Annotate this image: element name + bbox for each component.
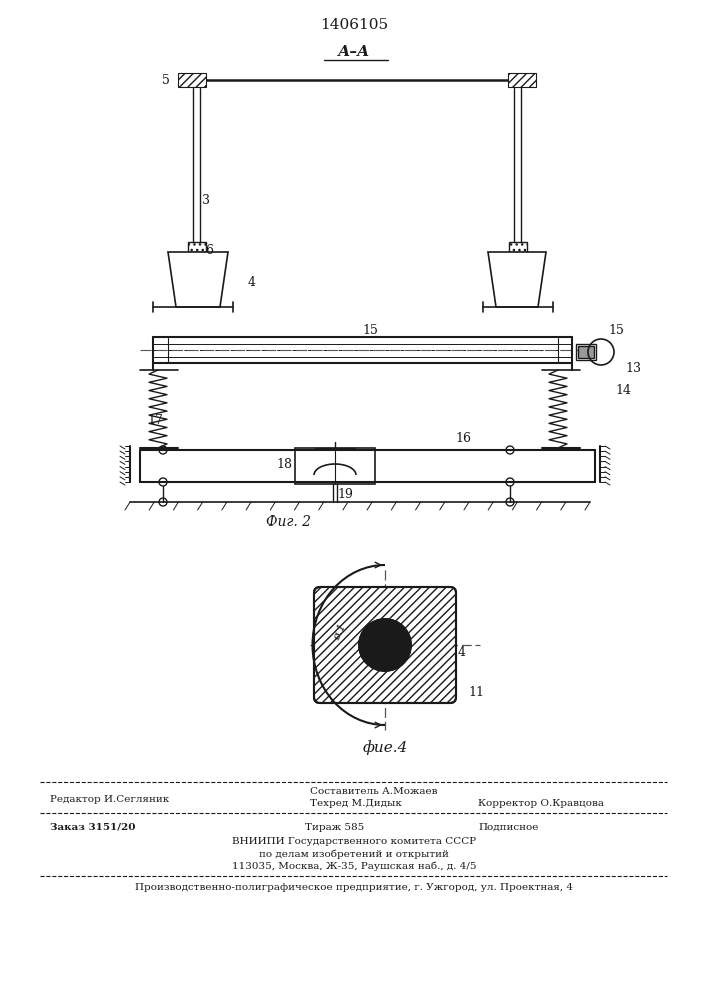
Text: Корректор О.Кравцова: Корректор О.Кравцова [478, 800, 604, 808]
Text: 18: 18 [276, 458, 292, 472]
Bar [578, 346, 594, 358]
Text: 16: 16 [455, 432, 471, 444]
Polygon shape [168, 252, 228, 307]
Text: 6: 6 [205, 243, 213, 256]
Circle shape [359, 619, 411, 671]
Text: А–А: А–А [338, 45, 370, 59]
Text: 5: 5 [162, 75, 170, 88]
Text: Заказ 3151/20: Заказ 3151/20 [50, 822, 136, 832]
Text: 113035, Москва, Ж-35, Раушская наб., д. 4/5: 113035, Москва, Ж-35, Раушская наб., д. … [232, 861, 477, 871]
Text: 11: 11 [468, 686, 484, 698]
Circle shape [359, 619, 411, 671]
Text: ø.1: ø.1 [332, 622, 348, 642]
Text: по делам изобретений и открытий: по делам изобретений и открытий [259, 849, 449, 859]
Text: Фиг. 2: Фиг. 2 [266, 515, 310, 529]
Bar [188, 242, 206, 252]
Text: 1406105: 1406105 [320, 18, 388, 32]
Text: ВНИИПИ Государственного комитета СССР: ВНИИПИ Государственного комитета СССР [232, 838, 476, 846]
Bar [576, 344, 596, 360]
Polygon shape [488, 252, 546, 307]
Text: 17: 17 [147, 414, 163, 426]
Text: Тираж 585: Тираж 585 [305, 822, 364, 832]
Text: фие.4: фие.4 [362, 741, 408, 755]
Bar [508, 73, 536, 87]
FancyBboxPatch shape [314, 587, 456, 703]
Bar [509, 242, 527, 252]
Text: Техред М.Дидык: Техред М.Дидык [310, 800, 402, 808]
Text: 14: 14 [615, 383, 631, 396]
Text: 13: 13 [625, 361, 641, 374]
Text: 15: 15 [362, 324, 378, 338]
Text: 4: 4 [248, 275, 256, 288]
Text: Производственно-полиграфическое предприятие, г. Ужгород, ул. Проектная, 4: Производственно-полиграфическое предприя… [135, 884, 573, 892]
Bar [178, 73, 206, 87]
Text: 19: 19 [337, 488, 353, 502]
Text: Подписное: Подписное [478, 822, 538, 832]
Text: 15: 15 [608, 324, 624, 338]
Text: 4: 4 [458, 646, 466, 658]
Text: 3: 3 [202, 194, 210, 207]
Text: Составитель А.Можаев: Составитель А.Можаев [310, 788, 438, 796]
Text: Редактор И.Сегляник: Редактор И.Сегляник [50, 796, 169, 804]
Bar [295, 448, 375, 484]
